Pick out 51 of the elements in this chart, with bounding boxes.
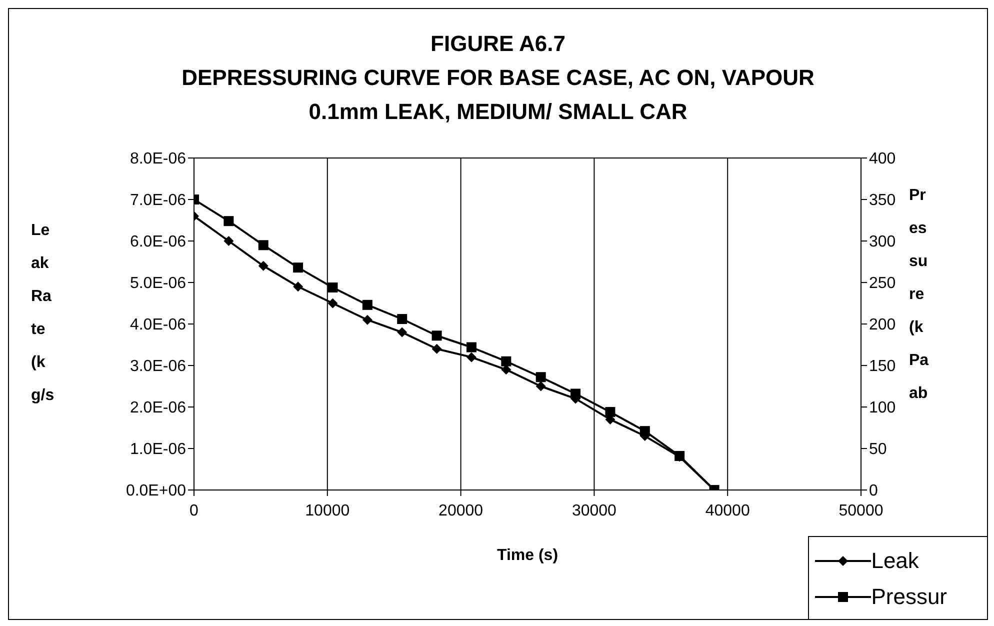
- y2-tick-label: 200: [869, 316, 896, 334]
- legend-label: Pressur: [871, 583, 947, 611]
- x-tick-label: 10000: [305, 502, 350, 520]
- point: [224, 236, 234, 246]
- x-axis-title: Time (s): [496, 547, 558, 564]
- y-tick-label: 5.0E-06: [130, 275, 186, 292]
- point: [432, 344, 442, 354]
- y-axis-title: Leak Rate (kg/s: [31, 221, 56, 406]
- point: [536, 381, 546, 392]
- point: [605, 406, 616, 417]
- point: [432, 330, 442, 341]
- y-tick-label: 1.0E-06: [130, 441, 186, 458]
- point: [397, 327, 408, 338]
- point: [466, 352, 476, 362]
- y2-tick-label: 50: [869, 441, 887, 458]
- point: [224, 216, 234, 226]
- x-tick-label: 0: [190, 502, 199, 520]
- point: [362, 314, 372, 325]
- y2-tick-label: 350: [869, 192, 896, 210]
- point: [328, 282, 338, 292]
- y2-tick-label: 250: [869, 275, 896, 292]
- y2-tick-label: 100: [869, 400, 896, 417]
- y2-tick-label: 150: [869, 358, 896, 376]
- y2-tick-label: 300: [869, 234, 896, 251]
- x-tick-label: 30000: [572, 502, 617, 520]
- y-tick-label: 0.0E+00: [126, 482, 186, 500]
- y-tick-label: 2.0E-06: [130, 400, 186, 417]
- point: [501, 364, 512, 375]
- y-tick-label: 4.0E-06: [130, 316, 186, 334]
- point: [501, 356, 512, 366]
- y-tick-label: 3.0E-06: [130, 358, 186, 376]
- point: [536, 372, 546, 382]
- point: [293, 262, 304, 273]
- point: [293, 282, 304, 292]
- y-tick-label: 7.0E-06: [130, 192, 186, 210]
- point: [466, 342, 476, 352]
- point: [328, 298, 338, 308]
- x-tick-label: 50000: [838, 502, 884, 520]
- y-tick-label: 8.0E-06: [130, 150, 186, 168]
- point: [258, 240, 268, 250]
- point: [258, 260, 268, 271]
- y-tick-label: 6.0E-06: [130, 234, 186, 251]
- chart-title: FIGURE A6.7 DEPRESSURING CURVE FOR BASE CASE, AC ON, VAPOUR 0.1mm LEAK, MEDIUM/ SMALL CAR: [180, 30, 816, 126]
- y2-axis-title: Pressure (kPa ab: [909, 186, 930, 404]
- y2-tick-label: 0: [869, 482, 878, 500]
- y2-tick-label: 400: [869, 150, 896, 168]
- legend-label: Leak: [871, 547, 919, 575]
- point: [397, 314, 408, 324]
- point: [362, 300, 372, 310]
- x-tick-label: 40000: [705, 502, 750, 520]
- x-tick-label: 20000: [438, 502, 484, 520]
